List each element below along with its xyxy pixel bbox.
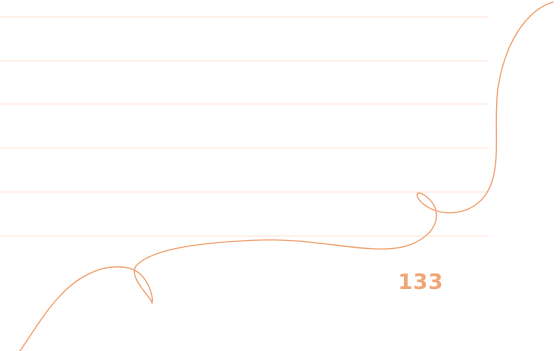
page-number: 133 [398, 270, 444, 294]
swirl-curve [19, 1, 554, 351]
